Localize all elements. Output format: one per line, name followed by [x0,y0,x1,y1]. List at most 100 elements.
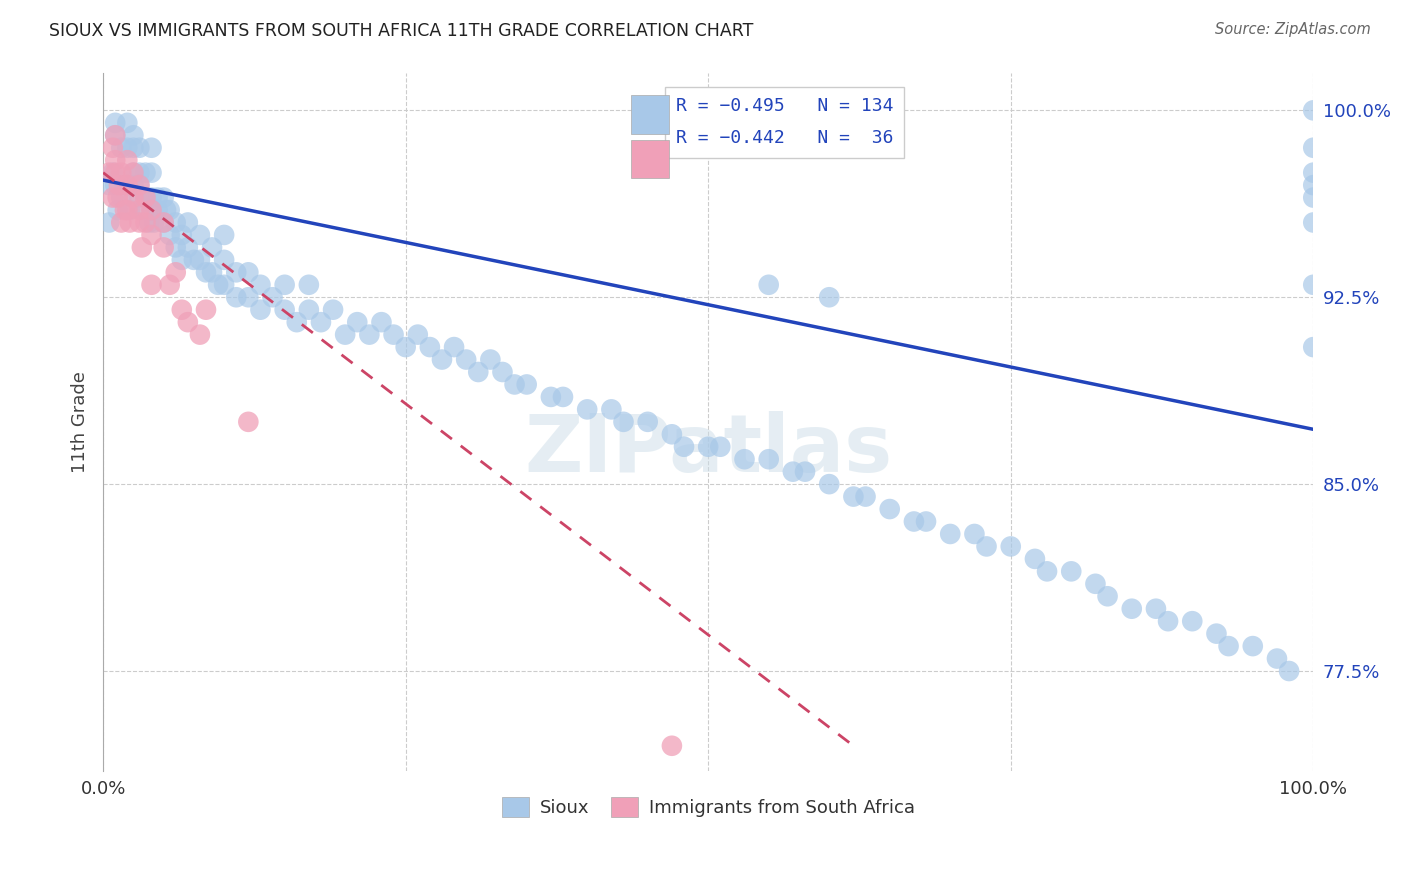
Point [842,490,865,504]
Point [758,452,780,467]
Point [285,315,308,329]
Point [134,166,156,180]
Point [672,440,695,454]
Point [152,215,174,229]
Point [419,340,441,354]
Point [818,290,841,304]
Point [1060,565,1083,579]
Point [249,277,271,292]
Point [155,202,177,217]
Point [551,390,574,404]
Point [104,153,127,168]
Point [298,302,321,317]
Point [122,190,145,204]
Point [165,265,187,279]
Text: R = −0.495   N = 134
R = −0.442   N =  36: R = −0.495 N = 134 R = −0.442 N = 36 [675,97,893,147]
Point [1302,166,1324,180]
Point [1097,589,1119,603]
Point [456,352,478,367]
Point [201,240,224,254]
Point [122,141,145,155]
Point [98,178,121,193]
Point [117,153,139,168]
Point [758,277,780,292]
Point [141,227,163,242]
Point [467,365,489,379]
Point [1000,540,1022,554]
Point [188,252,211,267]
Point [141,141,163,155]
Point [110,190,132,204]
Point [1302,340,1324,354]
Point [122,128,145,143]
Point [322,302,344,317]
Point [159,227,181,242]
Point [101,190,124,204]
Point [117,178,139,193]
Point [262,290,284,304]
Point [131,240,153,254]
Point [117,178,139,193]
Point [114,178,136,193]
Point [134,215,156,229]
Point [107,190,129,204]
Point [333,327,356,342]
Point [146,190,169,204]
Point [146,202,169,217]
Bar [631,95,669,134]
Point [98,166,121,180]
Point [794,465,817,479]
Point [879,502,901,516]
Point [165,215,187,229]
Point [1205,626,1227,640]
Point [142,215,165,229]
Point [122,166,145,180]
Point [709,440,731,454]
Point [128,141,150,155]
Point [98,215,121,229]
Point [128,178,150,193]
Point [170,302,193,317]
Point [540,390,562,404]
Point [430,352,453,367]
Point [576,402,599,417]
Point [1181,614,1204,628]
Point [1024,552,1046,566]
Y-axis label: 11th Grade: 11th Grade [72,371,89,473]
Point [207,277,229,292]
Point [177,315,200,329]
Point [1302,277,1324,292]
Point [117,202,139,217]
Text: Source: ZipAtlas.com: Source: ZipAtlas.com [1215,22,1371,37]
Point [516,377,538,392]
Point [108,178,131,193]
Point [212,227,235,242]
Point [195,265,218,279]
Point [855,490,877,504]
Point [309,315,332,329]
Point [118,202,141,217]
Point [612,415,634,429]
Point [1084,576,1107,591]
Point [152,190,174,204]
Point [225,290,247,304]
Point [170,252,193,267]
Point [915,515,938,529]
Point [661,427,683,442]
Point [1302,190,1324,204]
Point [395,340,418,354]
Text: ZIPatlas: ZIPatlas [524,410,893,489]
Point [273,277,295,292]
Point [159,202,181,217]
Point [134,190,156,204]
Point [141,277,163,292]
Point [152,215,174,229]
Point [188,227,211,242]
Point [128,202,150,217]
Text: SIOUX VS IMMIGRANTS FROM SOUTH AFRICA 11TH GRADE CORRELATION CHART: SIOUX VS IMMIGRANTS FROM SOUTH AFRICA 11… [49,22,754,40]
Point [503,377,526,392]
Point [114,202,136,217]
Point [141,202,163,217]
Point [141,202,163,217]
Point [212,277,235,292]
